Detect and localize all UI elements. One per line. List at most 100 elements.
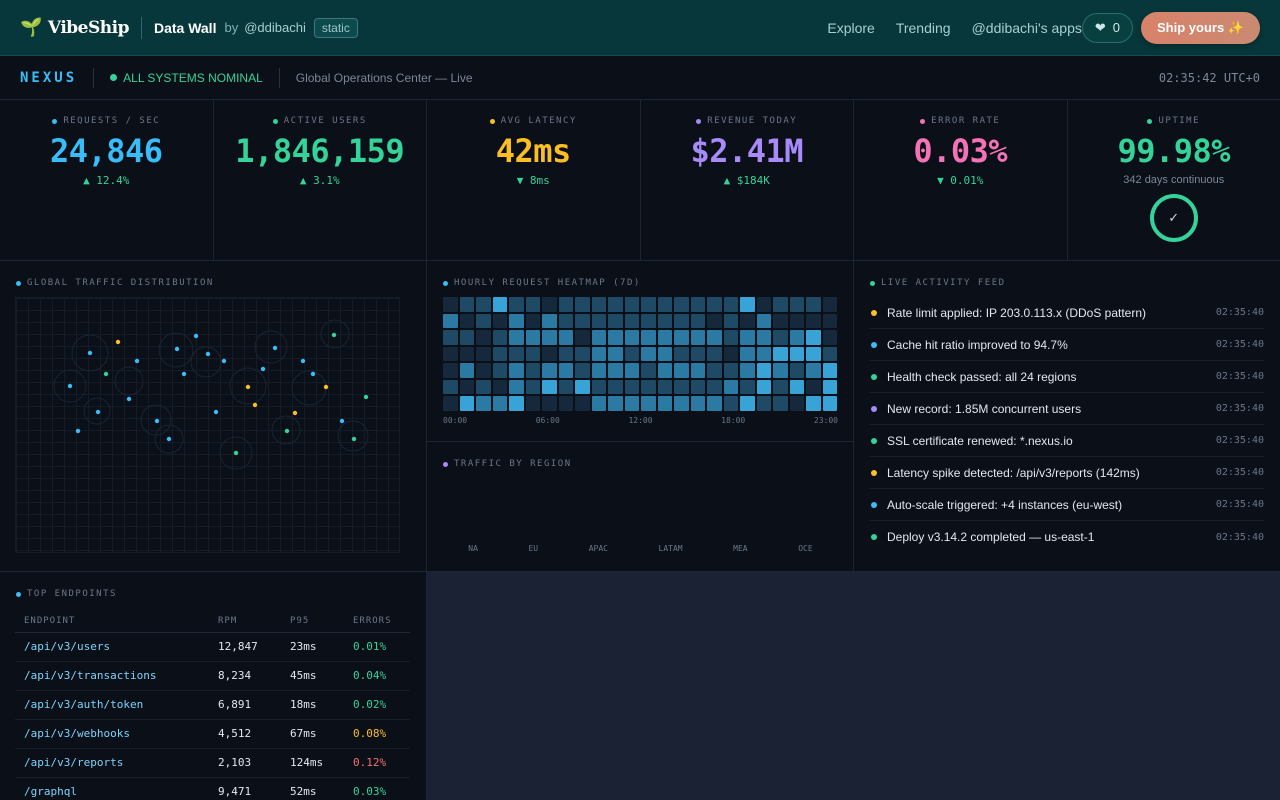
table-row[interactable]: /api/v3/auth/token 6,891 18ms 0.02% bbox=[15, 690, 410, 720]
heatmap-cell bbox=[509, 313, 524, 328]
feed-dot-icon bbox=[871, 309, 877, 316]
heatmap-cell bbox=[723, 297, 738, 312]
like-button[interactable]: ❤ 0 bbox=[1081, 12, 1134, 43]
heatmap-cell bbox=[756, 346, 771, 361]
heatmap-cell bbox=[657, 346, 672, 361]
endpoint-p95: 124ms bbox=[281, 748, 344, 778]
heatmap-cell bbox=[641, 379, 656, 394]
heatmap-cell bbox=[591, 379, 606, 394]
panel-dot-icon bbox=[16, 591, 21, 597]
heatmap-cell bbox=[707, 330, 722, 345]
heatmap-cell bbox=[608, 379, 623, 394]
heatmap-cell bbox=[756, 379, 771, 394]
heatmap-cell bbox=[657, 313, 672, 328]
table-header-row: ENDPOINT RPM P95 ERRORS bbox=[15, 610, 410, 633]
endpoint-p95: 67ms bbox=[281, 719, 344, 749]
table-row[interactable]: /graphql 9,471 52ms 0.03% bbox=[15, 777, 410, 800]
endpoint-errors: 0.08% bbox=[344, 719, 410, 749]
check-icon: ✓ bbox=[1168, 210, 1180, 225]
heatmap-cell bbox=[575, 297, 590, 312]
heatmap-cell bbox=[723, 346, 738, 361]
heatmap-cell bbox=[707, 313, 722, 328]
kpi-delta: ▲ 12.4% bbox=[83, 174, 130, 187]
heatmap-cell bbox=[509, 396, 524, 411]
heatmap-cell bbox=[740, 313, 755, 328]
endpoint-rpm: 8,234 bbox=[209, 661, 281, 691]
heatmap-cell bbox=[806, 363, 821, 378]
panel-dot-icon bbox=[443, 461, 448, 467]
heatmap-cell bbox=[674, 379, 689, 394]
endpoints-panel: TOP ENDPOINTS ENDPOINT RPM P95 ERRORS /a… bbox=[0, 572, 427, 800]
brand-logo[interactable]: 🌱 VibeShip bbox=[20, 17, 129, 38]
endpoint-errors: 0.01% bbox=[344, 632, 410, 662]
kpi-value: $2.41M bbox=[690, 132, 804, 170]
heatmap-cell bbox=[723, 396, 738, 411]
heatmap-cell bbox=[740, 363, 755, 378]
table-row[interactable]: /api/v3/webhooks 4,512 67ms 0.08% bbox=[15, 719, 410, 749]
heatmap-cell bbox=[624, 330, 639, 345]
kpi-label: REVENUE TODAY bbox=[707, 116, 798, 126]
heatmap-cell bbox=[476, 330, 491, 345]
heatmap-cell bbox=[542, 346, 557, 361]
heatmap-cell bbox=[756, 313, 771, 328]
endpoint-p95: 52ms bbox=[281, 777, 344, 800]
heatmap-cell bbox=[525, 313, 540, 328]
heatmap-cell bbox=[476, 396, 491, 411]
heatmap-cell bbox=[591, 396, 606, 411]
kpi-label: ERROR RATE bbox=[931, 116, 1001, 126]
status-bar: NEXUS ALL SYSTEMS NOMINAL Global Operati… bbox=[0, 56, 1280, 100]
heatmap-cell bbox=[608, 330, 623, 345]
heatmap-cell bbox=[690, 379, 705, 394]
top-nav: 🌱 VibeShip Data Wall by @ddibachi static… bbox=[0, 0, 1280, 56]
heatmap-cell bbox=[773, 297, 788, 312]
heatmap-cell bbox=[525, 346, 540, 361]
feed-text: SSL certificate renewed: *.nexus.io bbox=[887, 433, 1073, 448]
column-header-rpm: RPM bbox=[209, 610, 281, 633]
heatmap-cell bbox=[773, 313, 788, 328]
heatmap-cell bbox=[575, 379, 590, 394]
heatmap-cell bbox=[674, 363, 689, 378]
heatmap-cell bbox=[806, 330, 821, 345]
kpi-value: 1,846,159 bbox=[235, 132, 405, 170]
kpi-revenue: REVENUE TODAY $2.41M ▲ $184K bbox=[641, 100, 854, 260]
like-count: 0 bbox=[1112, 20, 1121, 35]
heatmap-cell bbox=[822, 346, 837, 361]
heatmap-cell bbox=[608, 313, 623, 328]
kpi-requests: REQUESTS / SEC 24,846 ▲ 12.4% bbox=[0, 100, 214, 260]
nav-link-trending[interactable]: Trending bbox=[895, 19, 951, 36]
table-row[interactable]: /api/v3/transactions 8,234 45ms 0.04% bbox=[15, 661, 410, 691]
heatmap-cell bbox=[591, 363, 606, 378]
feed-list: Rate limit applied: IP 203.0.113.x (DDoS… bbox=[869, 297, 1264, 553]
heatmap-cell bbox=[624, 297, 639, 312]
heatmap-cell bbox=[492, 363, 507, 378]
heatmap-x-tick: 18:00 bbox=[721, 416, 746, 425]
heatmap-cell bbox=[773, 330, 788, 345]
nav-link-explore[interactable]: Explore bbox=[827, 19, 875, 36]
table-row[interactable]: /api/v3/users 12,847 23ms 0.01% bbox=[15, 632, 410, 662]
panel-dot-icon bbox=[16, 280, 21, 286]
heatmap-cell bbox=[740, 396, 755, 411]
heatmap-x-tick: 00:00 bbox=[443, 416, 468, 425]
heatmap-cell bbox=[674, 313, 689, 328]
feed-dot-icon bbox=[871, 501, 877, 508]
heatmap-cell bbox=[624, 363, 639, 378]
kpi-label: AVG LATENCY bbox=[500, 116, 577, 126]
ship-yours-button[interactable]: Ship yours ✨ bbox=[1141, 11, 1260, 44]
endpoint-rpm: 2,103 bbox=[209, 748, 281, 778]
endpoint-errors: 0.02% bbox=[344, 690, 410, 720]
heatmap-cell bbox=[674, 396, 689, 411]
heatmap-cell bbox=[822, 379, 837, 394]
heatmap-cell bbox=[740, 297, 755, 312]
heatmap-cell bbox=[575, 330, 590, 345]
heatmap-cell bbox=[443, 363, 458, 378]
heatmap-cell bbox=[558, 297, 573, 312]
nav-link-user-apps[interactable]: @ddibachi's apps bbox=[971, 19, 1082, 36]
feed-item: Cache hit ratio improved to 94.7% 02:35:4… bbox=[869, 329, 1264, 361]
kpi-label: UPTIME bbox=[1158, 116, 1200, 126]
heatmap-cell bbox=[723, 330, 738, 345]
table-row[interactable]: /api/v3/reports 2,103 124ms 0.12% bbox=[15, 748, 410, 778]
divider bbox=[140, 16, 142, 39]
heatmap-cell bbox=[657, 379, 672, 394]
heatmap-cell bbox=[476, 363, 491, 378]
author-link[interactable]: @ddibachi bbox=[244, 20, 306, 35]
